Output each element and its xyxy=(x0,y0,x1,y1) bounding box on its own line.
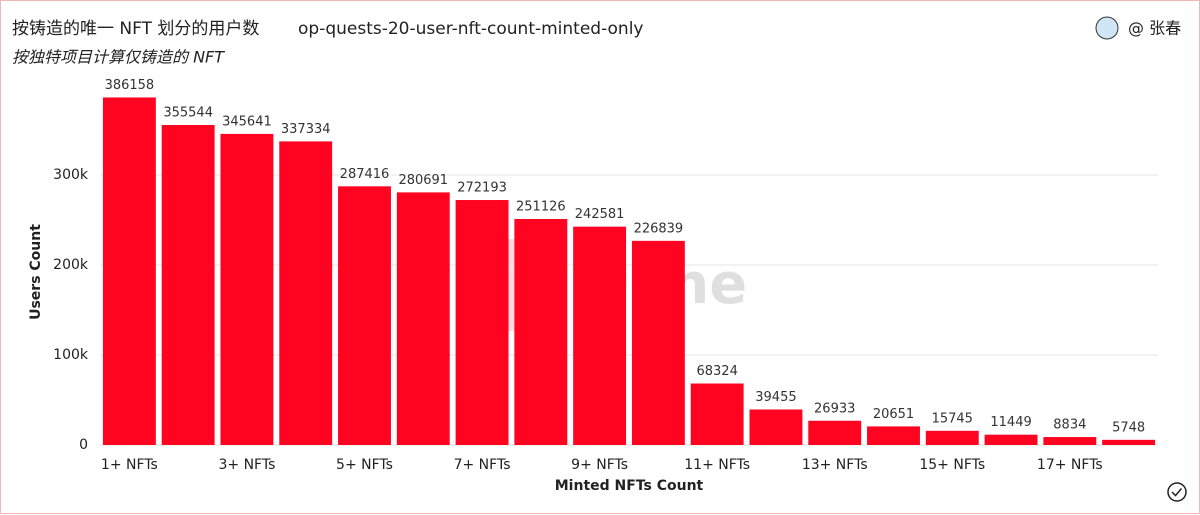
data-label: 5748 xyxy=(1112,420,1145,435)
y-tick-label: 300k xyxy=(53,167,89,183)
data-label: 287416 xyxy=(340,167,390,182)
x-tick-label: 3+ NFTs xyxy=(218,457,275,473)
chart-title: 按铸造的唯一 NFT 划分的用户数 xyxy=(12,19,259,39)
data-label: 26933 xyxy=(814,401,855,416)
x-axis-label: Minted NFTs Count xyxy=(555,478,704,494)
x-tick-label: 7+ NFTs xyxy=(454,457,511,473)
data-label: 251126 xyxy=(516,199,566,214)
bar xyxy=(1043,437,1097,445)
data-label: 386158 xyxy=(105,78,155,93)
bar xyxy=(867,426,920,445)
bar xyxy=(338,186,391,445)
bar xyxy=(808,420,862,445)
bar xyxy=(220,133,274,445)
bar xyxy=(984,434,1038,445)
bar xyxy=(1102,439,1156,445)
x-tick-label: 5+ NFTs xyxy=(336,457,393,473)
bar xyxy=(925,430,979,445)
x-tick-label: 17+ NFTs xyxy=(1037,457,1103,473)
x-tick-label: 15+ NFTs xyxy=(919,457,985,473)
data-label: 20651 xyxy=(873,407,914,422)
bar xyxy=(161,125,215,445)
data-label: 8834 xyxy=(1053,418,1086,433)
x-tick-label: 11+ NFTs xyxy=(684,457,750,473)
data-label: 272193 xyxy=(457,181,507,196)
data-label: 11449 xyxy=(990,415,1031,430)
x-tick-label: 9+ NFTs xyxy=(571,457,628,473)
bar xyxy=(102,97,156,446)
data-label: 242581 xyxy=(575,207,625,222)
data-label: 15745 xyxy=(932,411,973,426)
author: @ 张春 xyxy=(1128,19,1181,38)
data-label: 68324 xyxy=(696,364,737,379)
bar xyxy=(514,218,568,445)
x-tick-label: 13+ NFTs xyxy=(802,457,868,473)
y-tick-label: 200k xyxy=(53,257,89,273)
bar xyxy=(631,240,685,445)
bar xyxy=(749,409,803,445)
data-label: 226839 xyxy=(634,221,684,236)
bar xyxy=(455,200,509,445)
data-label: 337334 xyxy=(281,122,331,137)
bar xyxy=(690,383,744,445)
data-label: 280691 xyxy=(398,173,448,188)
x-tick-label: 1+ NFTs xyxy=(101,457,158,473)
y-tick-label: 100k xyxy=(53,347,89,363)
avatar xyxy=(1095,16,1119,40)
data-label: 355544 xyxy=(163,106,213,121)
bar xyxy=(573,226,627,445)
bar xyxy=(396,192,450,445)
chart-subtitle: 按独特项目计算仅铸造的 NFT xyxy=(12,48,225,67)
y-axis-label: Users Count xyxy=(28,224,44,320)
bar xyxy=(279,141,333,445)
query-name: op-quests-20-user-nft-count-minted-only xyxy=(298,19,644,39)
data-label: 39455 xyxy=(755,390,796,405)
data-label: 345641 xyxy=(222,114,272,129)
check-icon[interactable] xyxy=(1167,482,1187,502)
y-tick-label: 0 xyxy=(79,437,88,453)
